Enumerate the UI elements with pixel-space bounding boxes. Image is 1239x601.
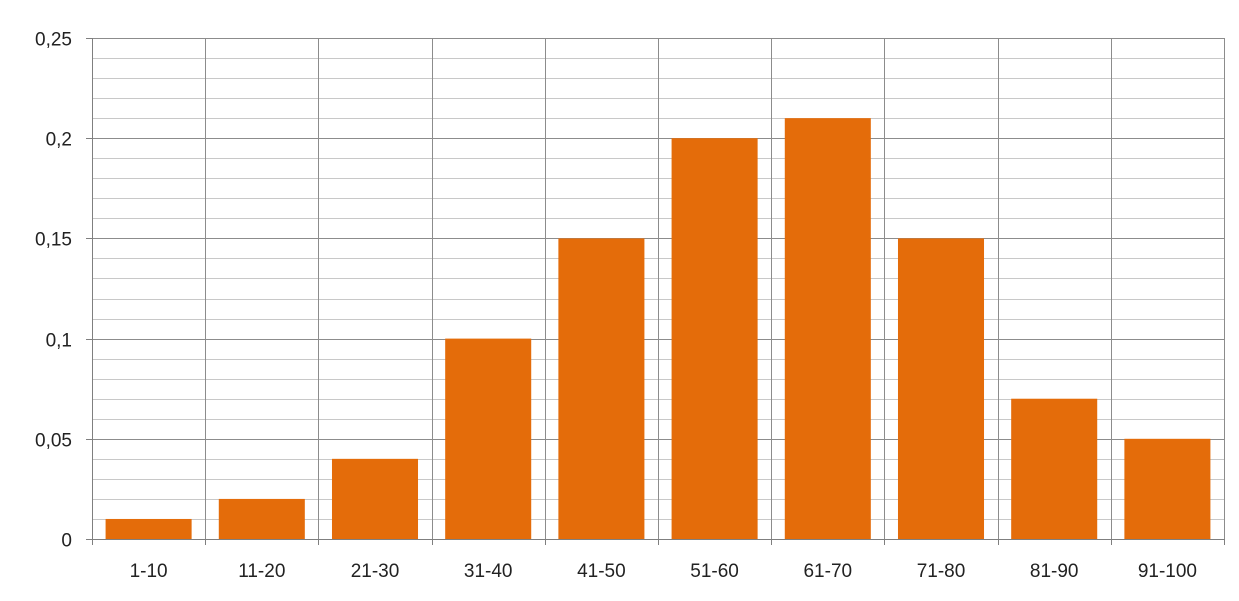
x-axis-tick-label: 51-60 [690,561,739,582]
y-axis-tick-label: 0 [61,531,72,552]
x-axis-tick-label: 31-40 [464,561,513,582]
bar-51-60 [671,138,758,539]
x-axis-tick-label: 41-50 [577,561,626,582]
y-axis-tick-labels: 0 0,05 0,1 0,15 0,2 0,25 [35,30,72,552]
x-axis-tick-label: 91-100 [1138,561,1197,582]
bar-71-80 [897,238,985,539]
bar-41-50 [558,238,645,539]
x-axis-tick-label: 81-90 [1030,561,1079,582]
y-axis-tick-label: 0,15 [35,230,72,251]
vertical-gridlines [205,38,1225,539]
bar-21-30 [331,458,419,539]
y-axis-tick-label: 0,1 [46,331,72,352]
bar-31-40 [445,338,532,539]
bar-61-70 [784,118,871,539]
x-axis-tick-label: 21-30 [351,561,400,582]
x-axis-tick-label: 61-70 [803,561,852,582]
bar-11-20 [218,498,305,539]
bar-91-100 [1124,438,1211,539]
bar-81-90 [1011,398,1098,539]
x-axis-tick-label: 1-10 [130,561,168,582]
bars [105,118,1211,539]
x-axis-tick-labels: 1-10 11-20 21-30 31-40 41-50 51-60 61-70 71-80 8… [130,561,1197,582]
axes [86,38,1225,545]
bar-1-10 [105,518,192,539]
y-axis-tick-label: 0,25 [35,30,72,51]
y-axis-tick-label: 0,2 [46,130,72,151]
x-axis-tick-label: 71-80 [917,561,966,582]
x-axis-tick-label: 11-20 [238,561,285,582]
y-axis-tick-label: 0,05 [35,431,72,452]
